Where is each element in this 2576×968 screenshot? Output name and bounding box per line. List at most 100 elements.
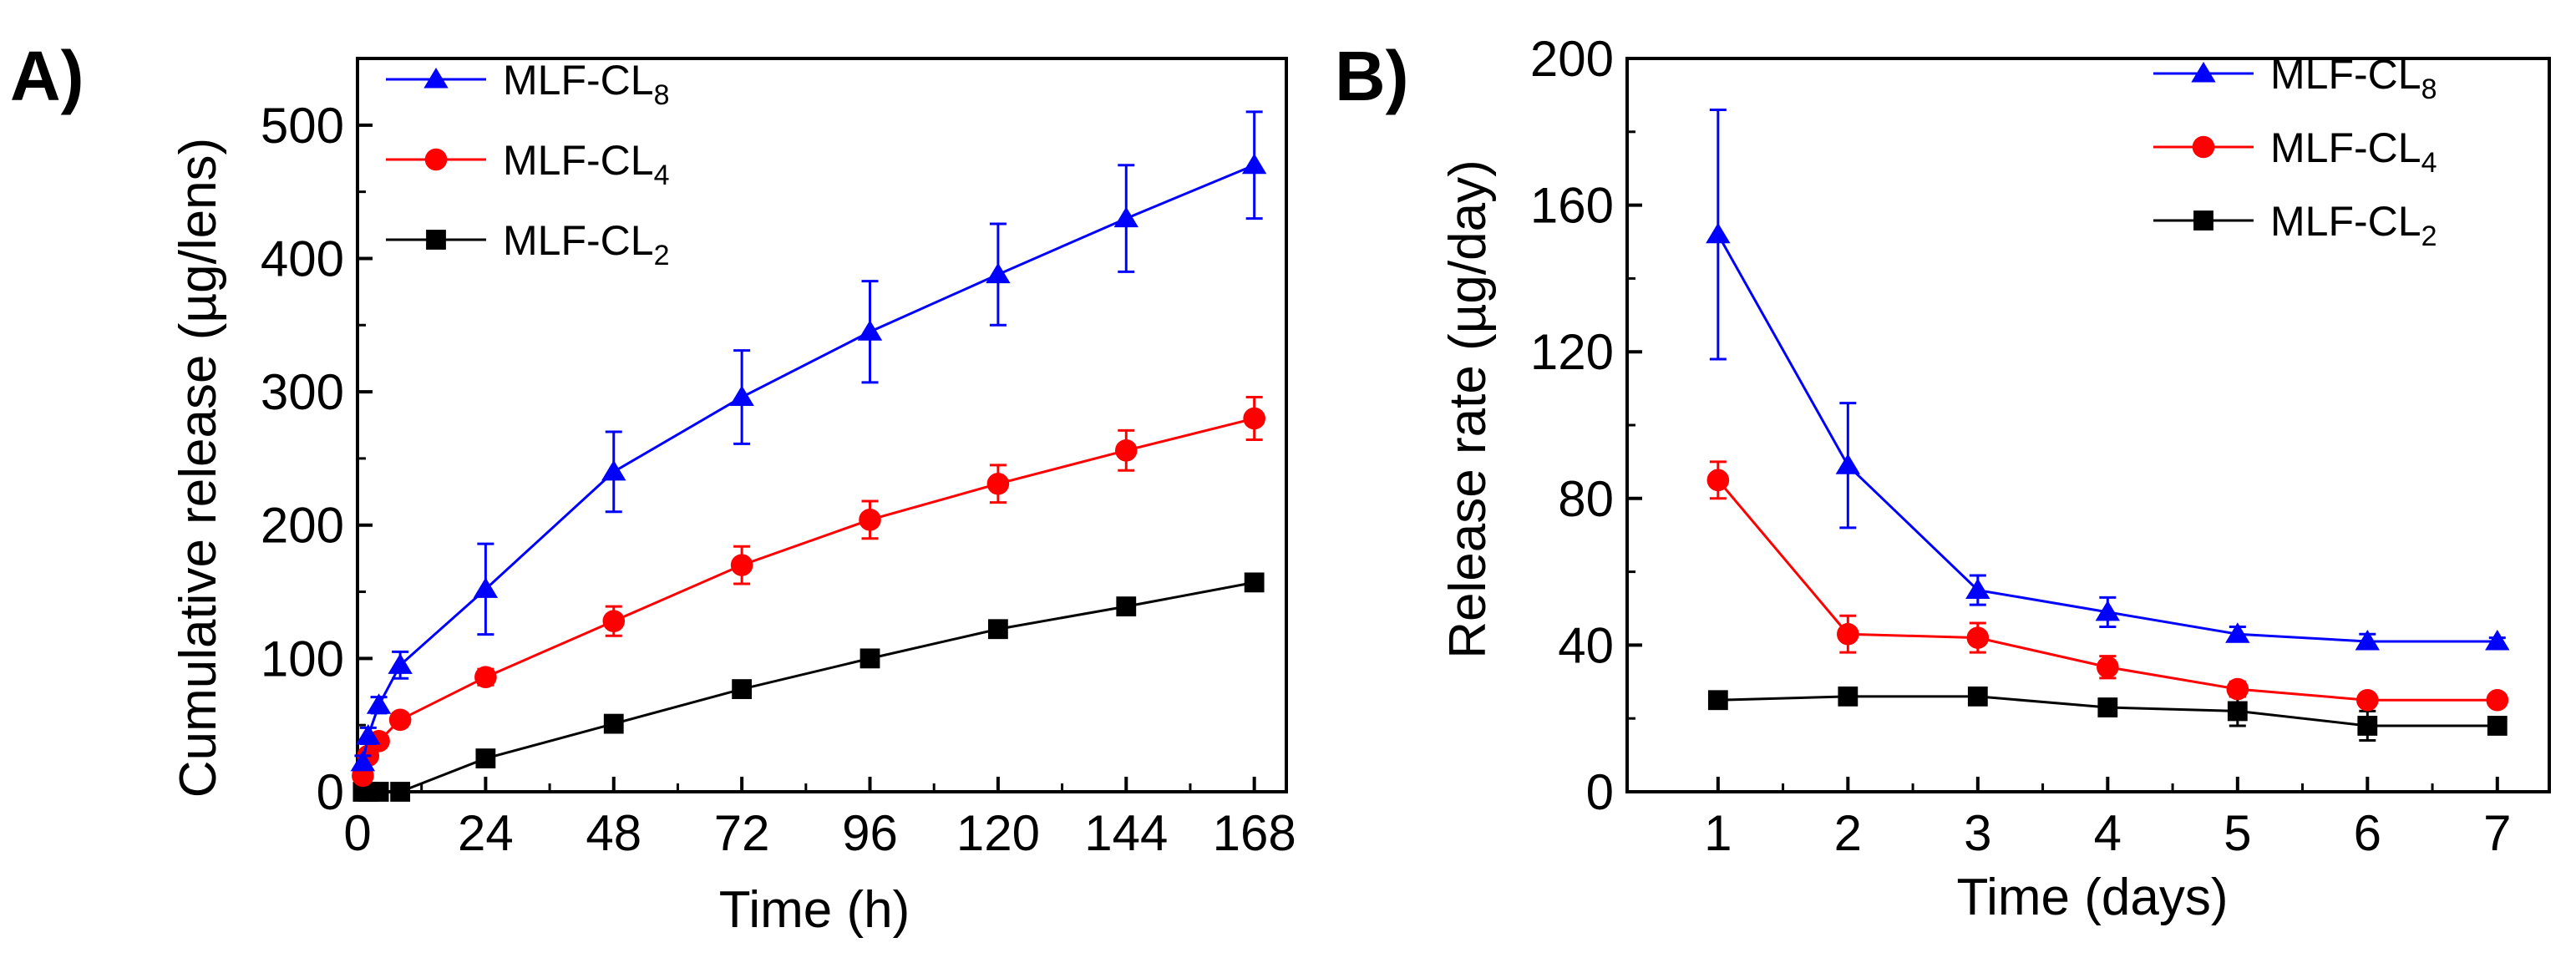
x-tick-label: 6 — [2354, 805, 2381, 861]
x-axis-label-a: Time (h) — [719, 881, 910, 939]
data-point — [986, 472, 1010, 495]
x-tick-label: 96 — [842, 805, 898, 861]
x-tick-label: 4 — [2094, 805, 2122, 861]
series-layer-b — [1706, 108, 2510, 742]
data-point — [1114, 439, 1138, 462]
data-point — [368, 782, 389, 802]
data-point — [860, 648, 880, 669]
x-tick-label: 3 — [1964, 805, 1991, 861]
data-point — [2485, 630, 2510, 651]
data-point — [729, 385, 754, 406]
data-point — [390, 782, 411, 802]
panel-label-a: A) — [10, 37, 84, 115]
legend-label: MLF-CL2 — [503, 217, 670, 271]
data-point — [859, 509, 881, 531]
x-tick-label: 1 — [1704, 805, 1732, 861]
legend-marker — [2193, 210, 2213, 231]
legend-label: MLF-CL8 — [503, 57, 670, 111]
x-tick-label: 144 — [1084, 805, 1168, 861]
data-point — [1243, 407, 1265, 430]
data-point — [730, 554, 753, 576]
y-tick-label: 40 — [1558, 617, 1614, 673]
series-MLF-CL4 — [1706, 460, 2509, 712]
data-point — [1835, 454, 1861, 474]
x-tick-label: 48 — [586, 805, 641, 861]
axes-a: 0 100 200 300 400 500 0 24 48 72 96 120 144 168 — [261, 57, 1296, 861]
y-tick-label: 500 — [261, 98, 344, 154]
y-axis-label-a: Cumulative release (µg/lens) — [170, 138, 227, 798]
y-tick-label: 300 — [261, 364, 344, 420]
data-point — [2355, 630, 2381, 651]
legend-marker — [2191, 62, 2216, 83]
y-tick-label: 0 — [317, 764, 344, 820]
data-point — [1706, 469, 1730, 492]
series-MLF-CL8 — [350, 110, 1267, 772]
data-point — [350, 750, 376, 772]
legend-label: MLF-CL4 — [503, 137, 670, 191]
data-point — [602, 610, 626, 632]
data-point — [388, 653, 413, 674]
data-point — [475, 748, 496, 768]
data-point — [2097, 697, 2118, 717]
data-point — [2356, 688, 2379, 712]
data-point — [1707, 690, 1728, 711]
x-tick-label: 2 — [1834, 805, 1862, 861]
data-point — [1967, 686, 1988, 707]
legend-marker — [424, 148, 448, 171]
data-point — [987, 619, 1008, 640]
legend-label: MLF-CL4 — [2270, 124, 2437, 179]
data-point — [857, 320, 883, 341]
data-point — [474, 666, 497, 689]
legend-label: MLF-CL8 — [2270, 51, 2437, 105]
y-axis-label-b: Release rate (µg/day) — [1439, 160, 1497, 658]
y-tick-label: 160 — [1530, 178, 1614, 234]
data-point — [1966, 626, 1990, 649]
plot-frame — [356, 57, 1288, 793]
y-tick-label: 80 — [1558, 471, 1614, 527]
data-point — [2486, 688, 2509, 712]
y-tick-label: 0 — [1586, 764, 1614, 820]
x-axis-label-b: Time (days) — [1957, 869, 2229, 926]
x-tick-label: 24 — [458, 805, 514, 861]
series-MLF-CL2 — [352, 572, 1265, 802]
y-tick-label: 200 — [1530, 31, 1614, 87]
y-tick-label: 120 — [1530, 324, 1614, 380]
data-point — [1706, 222, 1731, 244]
data-point — [1244, 572, 1265, 593]
series-line — [1716, 233, 2497, 643]
data-point — [2227, 701, 2248, 722]
legend-label: MLF-CL2 — [2270, 198, 2437, 252]
data-point — [603, 713, 624, 734]
data-point — [356, 723, 381, 745]
panel-label-b: B) — [1335, 37, 1409, 115]
x-tick-label: 168 — [1213, 805, 1296, 861]
y-tick-label: 100 — [261, 631, 344, 687]
data-point — [2357, 716, 2378, 736]
data-point — [366, 693, 392, 714]
y-tick-label: 400 — [261, 231, 344, 286]
data-point — [473, 577, 499, 598]
series-MLF-CL8 — [1706, 108, 2510, 651]
data-point — [732, 679, 753, 699]
data-point — [2097, 656, 2119, 679]
data-point — [1241, 153, 1267, 175]
axes-b: 0 40 80 120 160 200 1 2 3 4 5 6 7 — [1530, 31, 2551, 861]
data-point — [2487, 716, 2508, 736]
legend-marker — [423, 68, 449, 89]
data-point — [601, 459, 626, 481]
data-point — [986, 262, 1011, 284]
data-point — [388, 708, 412, 732]
data-point — [2095, 600, 2121, 621]
series-layer-a — [350, 110, 1267, 802]
x-tick-label: 7 — [2483, 805, 2511, 861]
x-tick-label: 120 — [956, 805, 1040, 861]
data-point — [2226, 677, 2249, 701]
legend-marker — [2192, 135, 2215, 159]
legend-marker — [426, 230, 446, 250]
data-point — [1838, 686, 1858, 707]
legend-b: MLF-CL8 MLF-CL4 MLF-CL2 — [2153, 51, 2437, 252]
data-point — [1965, 578, 1990, 600]
legend-a: MLF-CL8 MLF-CL4 MLF-CL2 — [386, 57, 670, 271]
